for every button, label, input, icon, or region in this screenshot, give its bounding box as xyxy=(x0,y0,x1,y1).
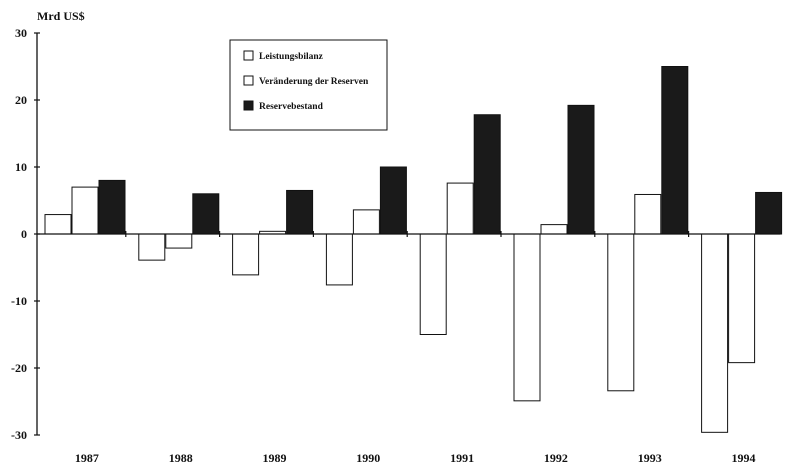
x-tick-label: 1988 xyxy=(169,451,193,465)
legend-box xyxy=(229,39,388,131)
x-tick-label: 1990 xyxy=(356,451,380,465)
bar-ver-nderung-der-reserven-1992 xyxy=(540,224,568,235)
bar-ver-nderung-der-reserven-1988 xyxy=(165,233,193,249)
y-tick-label: 30 xyxy=(15,26,27,40)
y-tick-label: -30 xyxy=(11,428,27,442)
legend-label: Reservebestand xyxy=(259,102,324,112)
legend-swatch xyxy=(243,50,254,61)
bar-reservebestand-1993 xyxy=(661,66,689,235)
bar-reservebestand-1988 xyxy=(192,193,220,235)
bar-leistungsbilanz-1991 xyxy=(419,233,447,335)
bar-leistungsbilanz-1988 xyxy=(138,233,166,261)
y-tick-label: -10 xyxy=(11,294,27,308)
bar-ver-nderung-der-reserven-1990 xyxy=(352,209,380,235)
x-tick-label: 1993 xyxy=(638,451,662,465)
x-tick-label: 1991 xyxy=(450,451,474,465)
legend-swatch xyxy=(243,75,254,86)
bar-reservebestand-1989 xyxy=(286,189,314,235)
legend: Leistungsbilanz Veränderung der Reserven R… xyxy=(229,39,388,131)
bar-leistungsbilanz-1987 xyxy=(44,214,72,235)
y-axis-unit-label: Mrd US$ xyxy=(37,9,85,23)
bar-reservebestand-1992 xyxy=(567,104,595,235)
bar-reservebestand-1990 xyxy=(379,166,407,235)
y-axis: 30 20 10 0 -10 -20 -30 xyxy=(11,26,40,442)
y-tick-label: 20 xyxy=(15,93,27,107)
x-tick-label: 1994 xyxy=(732,451,756,465)
bar-reservebestand-1994 xyxy=(755,191,783,235)
bar-ver-nderung-der-reserven-1994 xyxy=(728,233,756,364)
legend-label: Leistungsbilanz xyxy=(259,52,324,62)
y-tick-label: -20 xyxy=(11,361,27,375)
legend-swatch xyxy=(243,100,254,111)
bar-leistungsbilanz-1992 xyxy=(513,233,541,402)
x-tick-label: 1992 xyxy=(544,451,568,465)
bar-reservebestand-1991 xyxy=(473,114,501,235)
bar-ver-nderung-der-reserven-1987 xyxy=(71,186,99,235)
bar-leistungsbilanz-1994 xyxy=(701,233,729,433)
bar-leistungsbilanz-1990 xyxy=(325,233,353,286)
bar-area xyxy=(44,66,783,433)
x-tick-label: 1989 xyxy=(263,451,287,465)
legend-label: Veränderung der Reserven xyxy=(259,77,369,87)
bar-leistungsbilanz-1989 xyxy=(232,233,260,276)
y-tick-label: 0 xyxy=(21,227,27,241)
y-tick-label: 10 xyxy=(15,160,27,174)
bar-reservebestand-1987 xyxy=(98,179,126,235)
x-tick-label: 1987 xyxy=(75,451,99,465)
bar-ver-nderung-der-reserven-1993 xyxy=(634,193,662,235)
bar-ver-nderung-der-reserven-1991 xyxy=(446,182,474,235)
bar-leistungsbilanz-1993 xyxy=(607,233,635,392)
x-axis: 1987 1988 1989 1990 1991 1992 1993 1994 xyxy=(37,231,781,465)
